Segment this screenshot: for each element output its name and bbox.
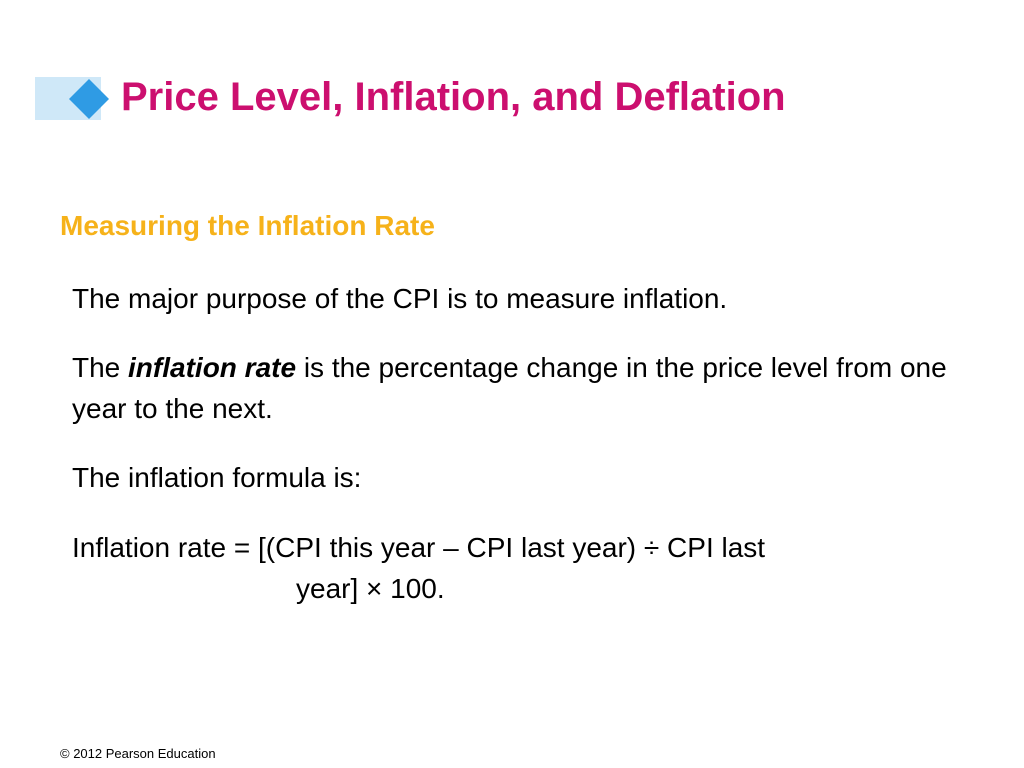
paragraph-inflation-definition: The inflation rate is the percentage cha… [72,347,952,429]
definition-term: inflation rate [128,352,297,383]
section-subtitle: Measuring the Inflation Rate [60,210,435,241]
definition-body-text: is the percentage change in the price le… [72,352,947,424]
paragraph-formula-intro: The inflation formula is: [72,462,362,493]
copyright-footer: © 2012 Pearson Education [60,746,216,761]
formula-line-2: year] × 100. [296,573,445,604]
slide-title: Price Level, Inflation, and Deflation [121,75,786,119]
definition-lead-text: The [72,352,129,383]
diamond-shape [69,79,109,119]
diamond-icon [69,79,109,119]
formula-line-1: Inflation rate = [(CPI this year – CPI l… [72,532,766,563]
paragraph-cpi-purpose: The major purpose of the CPI is to measu… [72,283,728,314]
